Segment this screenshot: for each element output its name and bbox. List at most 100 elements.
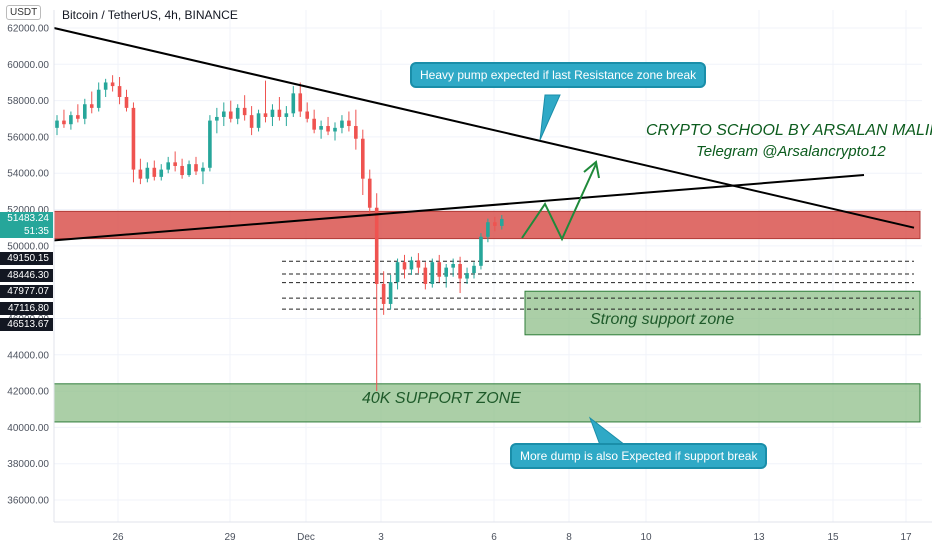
currency-badge[interactable]: USDT: [6, 5, 42, 20]
candle-body: [381, 283, 386, 304]
y-tick-label: 58000.00: [7, 96, 49, 107]
candle-body: [62, 120, 66, 125]
ascending-trendline: [53, 174, 865, 242]
grid: [54, 10, 922, 522]
candle-body: [416, 260, 421, 268]
descending-trendline: [53, 27, 915, 229]
y-tick-label: 38000.00: [7, 459, 49, 470]
candle-body: [270, 109, 275, 117]
candle-body: [187, 164, 191, 176]
candle-body: [444, 267, 448, 277]
candle-body: [124, 96, 129, 108]
candle-body: [305, 111, 309, 119]
candle-body: [55, 120, 59, 128]
candle-body: [256, 113, 261, 128]
candle-body: [291, 93, 296, 114]
candle-body: [493, 222, 497, 226]
candle-body: [409, 260, 414, 270]
candle-body: [222, 111, 226, 117]
candle-body: [201, 167, 205, 172]
level-tag: 47116.80: [0, 302, 53, 315]
candle-body: [242, 107, 247, 116]
candle-body: [354, 126, 358, 139]
candle-body: [138, 169, 143, 179]
pump-callout-pointer: [539, 94, 561, 141]
x-tick-label: 15: [827, 532, 839, 543]
candle-body: [159, 169, 164, 177]
candle-body: [103, 82, 108, 90]
candle-body: [367, 178, 372, 208]
y-tick-label: 50000.00: [7, 241, 49, 252]
candle-body: [388, 282, 393, 304]
y-tick-label: 40000.00: [7, 423, 49, 434]
candle-body: [208, 120, 212, 168]
y-tick-label: 60000.00: [7, 60, 49, 71]
candle-body: [458, 264, 462, 279]
candle-body: [472, 265, 476, 274]
candle-body: [194, 164, 198, 172]
level-tag: 46513.67: [0, 318, 53, 331]
time-axis: 26 29 Dec 3 6 8 10 13 15 17: [54, 521, 932, 543]
chart-title: Bitcoin / TetherUS, 4h, BINANCE: [62, 8, 238, 22]
pump-callout: Heavy pump expected if last Resistance z…: [410, 62, 707, 88]
trendlines: [53, 27, 915, 446]
candle-body: [228, 111, 233, 119]
candle-body: [423, 267, 428, 284]
candle-body: [277, 109, 282, 117]
candle-body: [110, 82, 115, 87]
x-tick-label: 8: [566, 532, 572, 543]
x-tick-label: 10: [640, 532, 652, 543]
candle-body: [117, 86, 122, 97]
candle-body: [437, 262, 442, 277]
projection-path: [521, 163, 597, 242]
candle-body: [340, 120, 344, 128]
x-tick-label: 26: [112, 532, 124, 543]
x-tick-label: 13: [753, 532, 765, 543]
candle-body: [76, 115, 80, 119]
candle-body: [347, 120, 351, 127]
candle-body: [402, 262, 407, 270]
candle-body: [319, 126, 323, 130]
candle-body: [131, 107, 136, 170]
countdown-timer: 51:35: [23, 226, 49, 237]
candle-body: [326, 126, 330, 132]
x-tick-label: 17: [900, 532, 912, 543]
x-tick-label: 29: [224, 532, 236, 543]
candle-body: [284, 113, 289, 117]
candle-body: [361, 138, 365, 179]
candle-body: [235, 107, 240, 119]
current-price-tag: 51483.24 51:35: [0, 212, 53, 238]
brand-title: CRYPTO SCHOOL BY ARSALAN MALIK: [646, 122, 932, 139]
current-price-value: 51483.24: [7, 213, 49, 224]
level-tag: 47977.07: [0, 285, 53, 298]
candle-body: [465, 273, 469, 279]
candles: [55, 75, 504, 392]
candle-body: [479, 236, 483, 266]
candle-body: [333, 127, 337, 132]
candle-body: [166, 162, 170, 170]
y-tick-label: 54000.00: [7, 169, 49, 180]
candle-body: [249, 115, 254, 128]
horizontal-levels: [282, 260, 914, 310]
dump-callout: More dump is also Expected if support br…: [510, 443, 768, 469]
y-tick-label: 36000.00: [7, 496, 49, 507]
level-tag: 49150.15: [0, 252, 53, 265]
projection-arrow: [521, 160, 600, 242]
projection-arrowhead: [583, 160, 600, 179]
x-tick-label: Dec: [297, 532, 315, 543]
support-40k-label: 40K SUPPORT ZONE: [362, 390, 521, 407]
candle-body: [263, 113, 268, 117]
candle-body: [451, 264, 455, 268]
candle-body: [152, 167, 157, 177]
candle-body: [215, 116, 219, 121]
candle-body: [96, 89, 101, 108]
y-tick-label: 42000.00: [7, 387, 49, 398]
candle-body: [83, 104, 87, 119]
x-tick-label: 6: [491, 532, 497, 543]
candle-body: [69, 115, 73, 125]
candle-body: [173, 162, 177, 166]
candle-body: [500, 218, 504, 226]
candle-body: [298, 93, 303, 112]
candle-body: [145, 167, 150, 179]
y-tick-label: 44000.00: [7, 350, 49, 361]
